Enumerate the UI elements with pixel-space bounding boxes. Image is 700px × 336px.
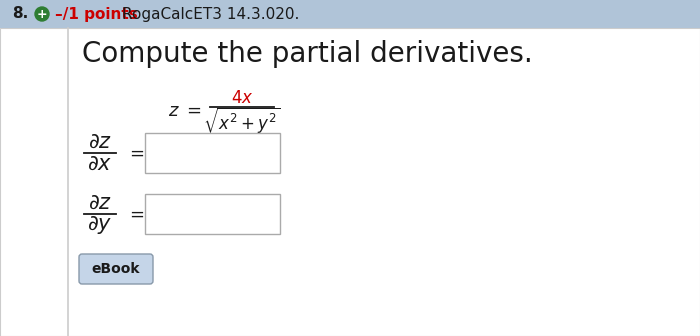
Bar	[145, 133, 280, 173]
Text: RogaCalcET3 14.3.020.: RogaCalcET3 14.3.020.	[122, 6, 300, 22]
Circle shape	[35, 7, 49, 21]
Bar	[0, 0, 700, 28]
Text: $\partial z$: $\partial z$	[88, 132, 112, 152]
Text: –/1 points: –/1 points	[55, 6, 138, 22]
Text: $=$: $=$	[126, 205, 145, 223]
Text: $\partial y$: $\partial y$	[88, 214, 113, 236]
Text: $z\ =$: $z\ =$	[168, 102, 202, 120]
Text: $\partial z$: $\partial z$	[88, 193, 112, 213]
Text: eBook: eBook	[92, 262, 140, 276]
Text: $\mathit{4x}$: $\mathit{4x}$	[231, 89, 253, 107]
Text: $=$: $=$	[126, 144, 145, 162]
Text: +: +	[36, 7, 48, 20]
Text: 8.: 8.	[12, 6, 28, 22]
Text: $\sqrt{x^2 + y^2}$: $\sqrt{x^2 + y^2}$	[204, 106, 281, 136]
Text: $\partial x$: $\partial x$	[88, 154, 113, 174]
Bar	[145, 194, 280, 234]
Text: Compute the partial derivatives.: Compute the partial derivatives.	[82, 40, 533, 68]
FancyBboxPatch shape	[79, 254, 153, 284]
